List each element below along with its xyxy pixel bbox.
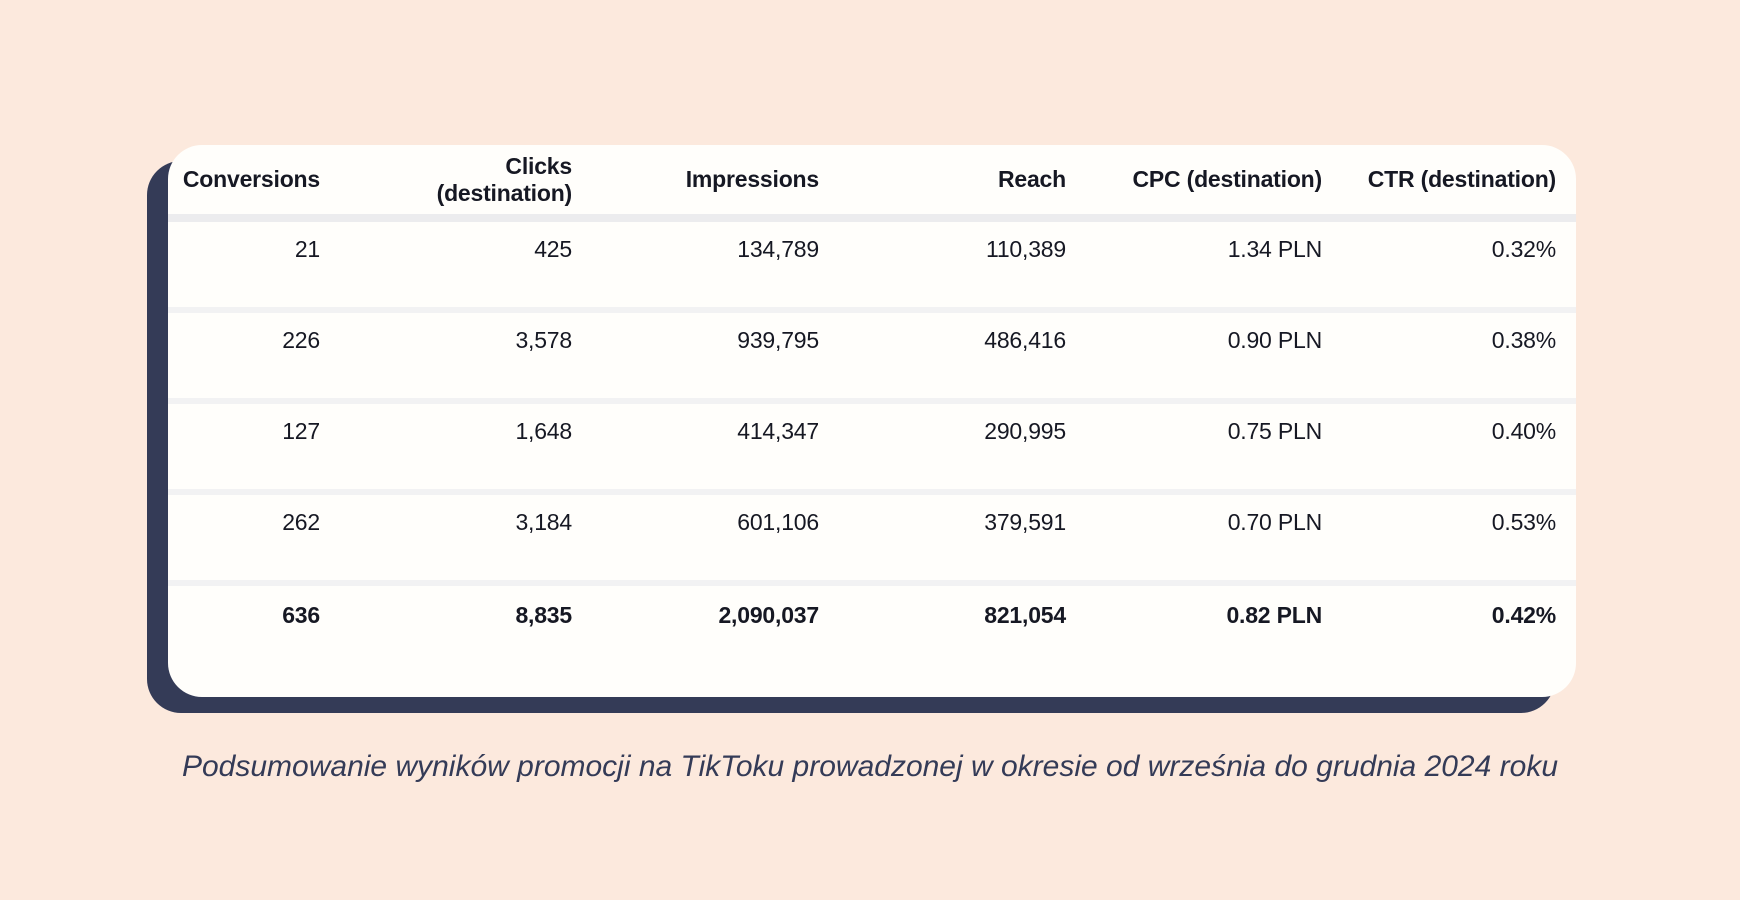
cell-cpc: 1.34 PLN: [1066, 222, 1322, 313]
cell-ctr: 0.32%: [1322, 222, 1576, 313]
cell-ctr: 0.53%: [1322, 495, 1576, 586]
table-row: 127 1,648 414,347 290,995 0.75 PLN 0.40%: [168, 404, 1576, 495]
column-header-cpc-destination: CPC (destination): [1066, 145, 1322, 222]
cell-conversions: 127: [168, 404, 320, 495]
metrics-table: Conversions Clicks (destination) Impress…: [168, 145, 1576, 695]
table-row: 21 425 134,789 110,389 1.34 PLN 0.32%: [168, 222, 1576, 313]
cell-reach: 110,389: [819, 222, 1066, 313]
cell-clicks: 3,578: [320, 313, 572, 404]
cell-clicks: 3,184: [320, 495, 572, 586]
total-cpc: 0.82 PLN: [1226, 602, 1322, 628]
column-header-conversions: Conversions: [168, 145, 320, 222]
header-row: Conversions Clicks (destination) Impress…: [168, 145, 1576, 222]
total-reach: 821,054: [984, 602, 1066, 628]
column-header-reach: Reach: [819, 145, 1066, 222]
cell-cpc: 0.90 PLN: [1066, 313, 1322, 404]
table-row: 262 3,184 601,106 379,591 0.70 PLN 0.53%: [168, 495, 1576, 586]
metrics-card: Conversions Clicks (destination) Impress…: [168, 145, 1576, 697]
cell-impressions: 601,106: [572, 495, 819, 586]
cell-cpc: 0.70 PLN: [1066, 495, 1322, 586]
cell-impressions: 414,347: [572, 404, 819, 495]
column-header-ctr-destination: CTR (destination): [1322, 145, 1576, 222]
table-row: 226 3,578 939,795 486,416 0.90 PLN 0.38%: [168, 313, 1576, 404]
total-impressions: 2,090,037: [718, 602, 819, 628]
cell-impressions: 134,789: [572, 222, 819, 313]
column-header-impressions: Impressions: [572, 145, 819, 222]
figure-caption: Podsumowanie wyników promocji na TikToku…: [181, 750, 1558, 783]
cell-conversions: 21: [168, 222, 320, 313]
cell-cpc: 0.75 PLN: [1066, 404, 1322, 495]
cell-conversions: 262: [168, 495, 320, 586]
cell-clicks: 1,648: [320, 404, 572, 495]
cell-conversions: 226: [168, 313, 320, 404]
total-conversions: 636: [282, 602, 320, 628]
cell-ctr: 0.38%: [1322, 313, 1576, 404]
column-header-clicks-destination: Clicks (destination): [320, 145, 572, 222]
cell-reach: 486,416: [819, 313, 1066, 404]
cell-impressions: 939,795: [572, 313, 819, 404]
totals-row: 636 8,835 2,090,037 821,054 0.82 PLN 0.4…: [168, 586, 1576, 695]
total-clicks: 8,835: [515, 602, 572, 628]
total-ctr: 0.42%: [1491, 602, 1556, 628]
cell-reach: 379,591: [819, 495, 1066, 586]
cell-ctr: 0.40%: [1322, 404, 1576, 495]
table-figure: Conversions Clicks (destination) Impress…: [147, 145, 1576, 713]
cell-clicks: 425: [320, 222, 572, 313]
cell-reach: 290,995: [819, 404, 1066, 495]
